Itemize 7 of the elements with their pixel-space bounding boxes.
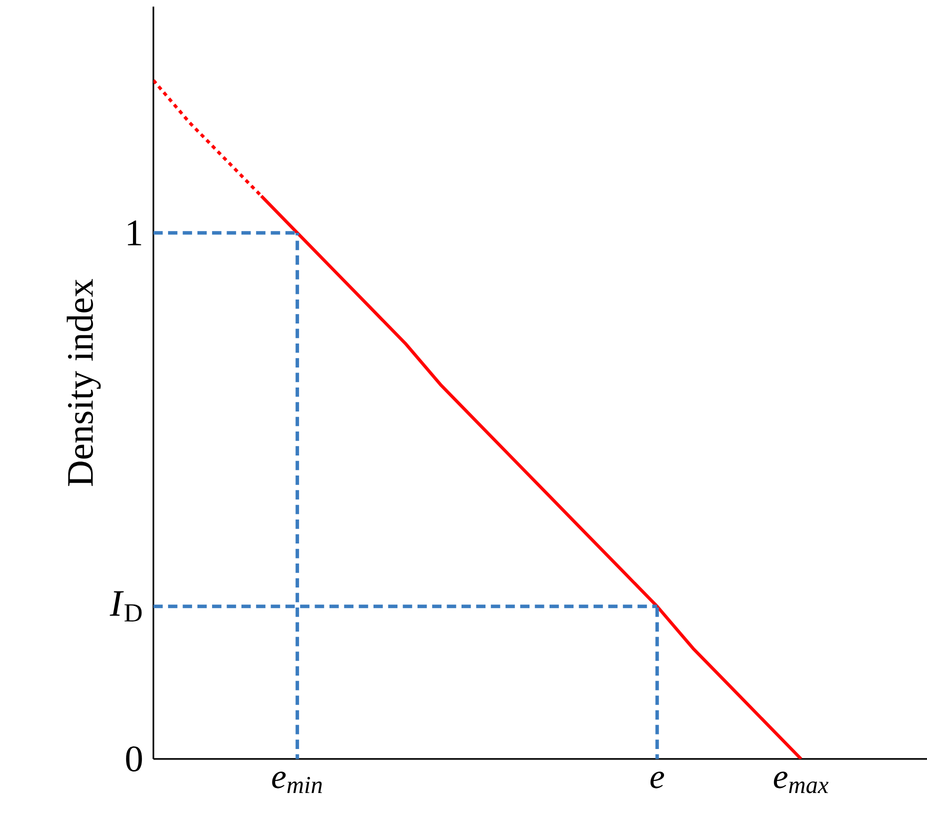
x-tick-label: e (650, 772, 664, 788)
x-tick-label: e$_{max}$ (774, 772, 828, 794)
y-axis-title: Density index (66, 279, 101, 486)
y-tick-label: 1 (128, 220, 142, 246)
y-tick-label: I$_{D}$ (110, 591, 142, 622)
x-tick-label: e$_{min}$ (272, 772, 322, 793)
y-tick-label: 0 (126, 746, 142, 772)
